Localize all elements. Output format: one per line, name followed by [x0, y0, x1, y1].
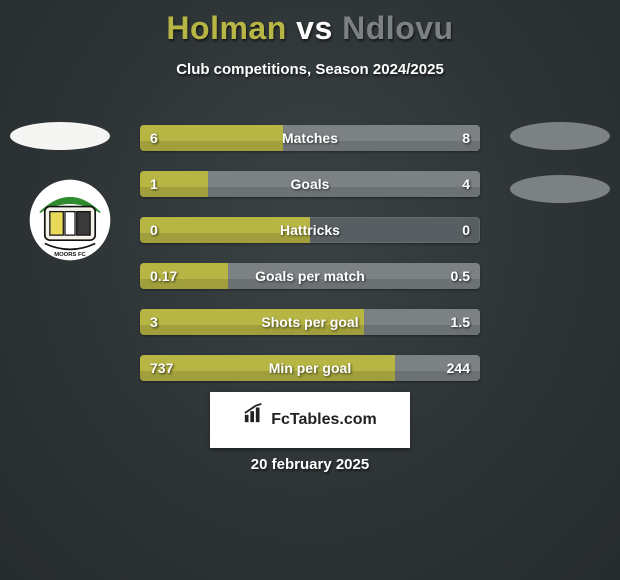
bar-row: Goals per match0.17 0.5 — [140, 263, 480, 289]
bar-label: Matches — [140, 125, 480, 151]
bar-value-right: 0 — [462, 217, 470, 243]
subtitle: Club competitions, Season 2024/2025 — [0, 61, 620, 78]
bar-value-left: 0.17 — [150, 263, 177, 289]
bar-value-right: 1.5 — [451, 309, 470, 335]
svg-text:MOORS FC: MOORS FC — [54, 252, 86, 258]
bar-value-right: 0.5 — [451, 263, 470, 289]
bar-label: Goals — [140, 171, 480, 197]
bars-icon — [243, 392, 265, 448]
title-vs: vs — [296, 10, 333, 46]
branding-badge: FcTables.com — [210, 392, 410, 448]
bar-label: Goals per match — [140, 263, 480, 289]
date: 20 february 2025 — [0, 456, 620, 473]
bar-value-right: 4 — [462, 171, 470, 197]
bar-value-left: 3 — [150, 309, 158, 335]
bar-label: Shots per goal — [140, 309, 480, 335]
bar-value-right: 8 — [462, 125, 470, 151]
bar-row: Goals1 4 — [140, 171, 480, 197]
club-crest: MOORS FC — [28, 178, 112, 262]
bar-value-right: 244 — [447, 355, 470, 381]
page-title: Holman vs Ndlovu — [0, 0, 620, 47]
bar-value-left: 6 — [150, 125, 158, 151]
bar-value-left: 0 — [150, 217, 158, 243]
bar-row: Min per goal737 244 — [140, 355, 480, 381]
bar-row: Shots per goal3 1.5 — [140, 309, 480, 335]
branding-text: FcTables.com — [271, 411, 377, 428]
bar-label: Hattricks — [140, 217, 480, 243]
decor-ellipse-left — [10, 122, 110, 150]
decor-ellipse-right-2 — [510, 175, 610, 203]
bar-value-left: 737 — [150, 355, 173, 381]
bar-row: Matches6 8 — [140, 125, 480, 151]
decor-ellipse-right-1 — [510, 122, 610, 150]
player1-name: Holman — [166, 10, 286, 46]
bar-value-left: 1 — [150, 171, 158, 197]
bar-row: Hattricks0 0 — [140, 217, 480, 243]
player2-name: Ndlovu — [342, 10, 453, 46]
bar-label: Min per goal — [140, 355, 480, 381]
comparison-bars: Matches6 8 Goals1 4 Hattricks0 0 Goals per mat… — [140, 125, 480, 401]
comparison-widget: Holman vs Ndlovu Club competitions, Seas… — [0, 0, 620, 580]
